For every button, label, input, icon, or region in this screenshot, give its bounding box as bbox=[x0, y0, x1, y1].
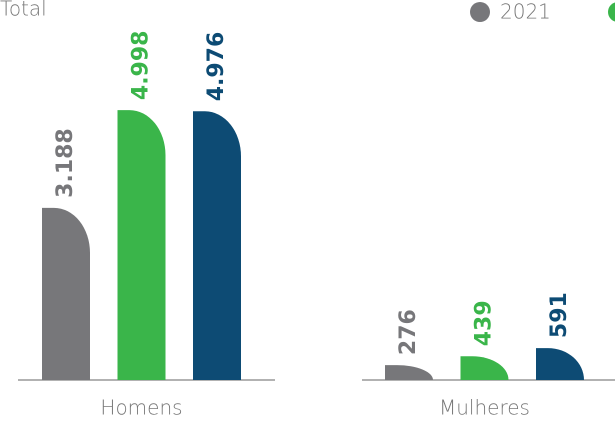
value-label: 276 bbox=[396, 309, 421, 355]
legend-label: 2021 bbox=[500, 0, 551, 24]
legend-marker bbox=[608, 2, 615, 22]
bar bbox=[536, 348, 584, 380]
value-label: 3.188 bbox=[53, 128, 78, 198]
bar bbox=[193, 111, 241, 381]
x-tick-label: Mulheres bbox=[439, 396, 530, 420]
bar bbox=[117, 110, 166, 380]
legend-marker bbox=[470, 2, 490, 22]
bar bbox=[460, 356, 509, 380]
x-tick-label: Homens bbox=[100, 396, 182, 420]
value-label: 591 bbox=[547, 292, 572, 338]
bar bbox=[42, 207, 90, 380]
value-label: 4.976 bbox=[204, 32, 229, 102]
bar bbox=[385, 365, 433, 380]
value-label: 439 bbox=[472, 300, 497, 346]
value-label: 4.998 bbox=[129, 31, 154, 101]
chart-title: Total bbox=[0, 0, 47, 21]
